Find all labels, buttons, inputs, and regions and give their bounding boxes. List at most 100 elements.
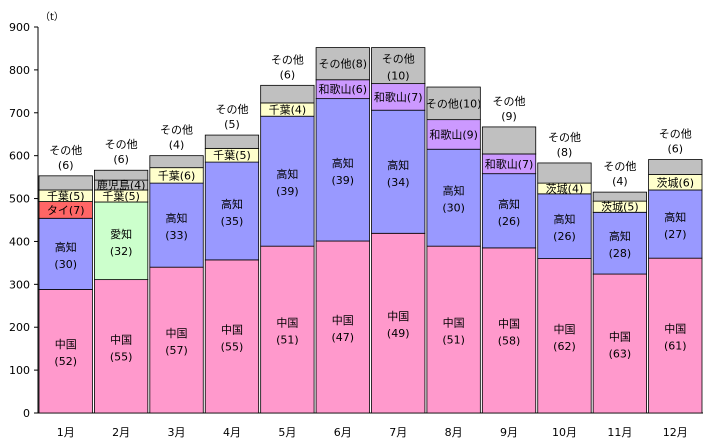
bars bbox=[38, 47, 703, 414]
top-segment-name-label: その他 bbox=[659, 128, 692, 141]
x-category-label: 10月 bbox=[552, 426, 577, 439]
segment-share-label: (55) bbox=[221, 340, 244, 353]
segment-name-label: 中国 bbox=[110, 333, 132, 346]
bar-segment bbox=[38, 217, 93, 290]
segment-label: タイ(7) bbox=[47, 204, 85, 217]
segment-name-label: 高知 bbox=[387, 158, 409, 172]
segment-share-label: (57) bbox=[165, 344, 188, 357]
y-tick-label: 400 bbox=[9, 235, 30, 248]
bar-segment bbox=[648, 159, 703, 175]
bar-segment bbox=[149, 266, 204, 414]
bar-segment bbox=[371, 232, 426, 414]
segment-name-label: 高知 bbox=[498, 197, 520, 211]
segment-label: 千葉(6) bbox=[158, 168, 196, 182]
segment-share-label: (27) bbox=[664, 228, 687, 241]
x-category-label: 7月 bbox=[389, 426, 407, 439]
segment-name-label: 高知 bbox=[221, 197, 243, 211]
segment-share-label: (55) bbox=[110, 350, 133, 363]
top-segment-name-label: その他 bbox=[105, 138, 138, 151]
y-tick-label: 600 bbox=[9, 150, 30, 163]
segment-label: その他(8) bbox=[318, 58, 367, 71]
segment-label: 和歌山(7) bbox=[374, 90, 423, 104]
segment-share-label: (49) bbox=[387, 327, 410, 340]
top-segment-share-label: (6) bbox=[280, 68, 296, 81]
segment-name-label: 中国 bbox=[221, 323, 243, 336]
segment-name-label: 中国 bbox=[55, 338, 77, 351]
labels: 中国(52)高知(30)タイ(7)千葉(5)その他(6)1月中国(55)愛知(3… bbox=[47, 53, 694, 439]
segment-share-label: (61) bbox=[664, 340, 687, 353]
segment-share-label: (62) bbox=[553, 340, 576, 353]
bar-segment bbox=[592, 191, 647, 202]
top-segment-name-label: その他 bbox=[271, 53, 304, 66]
segment-label: その他(10) bbox=[426, 97, 482, 110]
segment-share-label: (39) bbox=[276, 185, 299, 198]
bar-segment bbox=[149, 155, 204, 169]
x-category-label: 6月 bbox=[334, 426, 352, 439]
segment-name-label: 中国 bbox=[553, 323, 575, 336]
bar-segment bbox=[315, 98, 370, 242]
bar-segment bbox=[204, 134, 260, 149]
segment-label: 和歌山(9) bbox=[429, 127, 478, 141]
segment-share-label: (63) bbox=[609, 348, 632, 361]
segment-label: 千葉(5) bbox=[102, 189, 140, 203]
segment-name-label: 中国 bbox=[609, 331, 631, 344]
segment-name-label: その他 bbox=[382, 53, 415, 66]
bar-segment bbox=[426, 148, 481, 247]
segment-share-label: (10) bbox=[387, 70, 410, 83]
bar-segment bbox=[426, 245, 481, 414]
top-segment-share-label: (9) bbox=[501, 110, 517, 123]
bar-segment bbox=[94, 169, 149, 181]
segment-name-label: 愛知 bbox=[110, 227, 132, 241]
segment-label: 千葉(4) bbox=[269, 103, 307, 117]
y-tick-label: 900 bbox=[9, 21, 30, 34]
segment-name-label: 高知 bbox=[276, 167, 298, 181]
bar-segment bbox=[537, 162, 592, 184]
segment-name-label: 高知 bbox=[609, 229, 631, 243]
bar-segment bbox=[537, 258, 592, 414]
bar-segment bbox=[648, 257, 703, 414]
bar-segment bbox=[371, 47, 426, 85]
x-category-label: 2月 bbox=[112, 426, 130, 439]
top-segment-share-label: (4) bbox=[169, 139, 185, 152]
bar-segment bbox=[149, 182, 204, 268]
bar-segment bbox=[38, 289, 93, 414]
top-segment-name-label: その他 bbox=[160, 124, 193, 137]
segment-name-label: 中国 bbox=[276, 317, 298, 330]
segment-share-label: (58) bbox=[498, 334, 521, 347]
segment-label: 茨城(6) bbox=[656, 175, 694, 189]
x-category-label: 4月 bbox=[223, 426, 241, 439]
segment-share-label: (28) bbox=[609, 247, 632, 260]
unit-label: （t） bbox=[40, 11, 64, 23]
x-category-label: 3月 bbox=[168, 426, 186, 439]
segment-share-label: (32) bbox=[110, 245, 133, 258]
segment-share-label: (35) bbox=[221, 215, 244, 228]
segment-share-label: (39) bbox=[331, 174, 354, 187]
bar-segment bbox=[371, 83, 426, 111]
bar-segment bbox=[592, 211, 647, 275]
x-category-label: 12月 bbox=[663, 426, 688, 439]
bar-segment bbox=[94, 279, 149, 414]
bar-segment bbox=[38, 175, 93, 191]
segment-name-label: 高知 bbox=[553, 212, 575, 226]
segment-label: 茨城(5) bbox=[601, 200, 639, 214]
y-tick-label: 300 bbox=[9, 278, 30, 291]
axes: 0 100 200 300 400 500 600 700 800 900 （t） bbox=[9, 11, 703, 420]
top-segment-name-label: その他 bbox=[603, 160, 636, 173]
top-segment-share-label: (4) bbox=[612, 175, 628, 188]
segment-name-label: 中国 bbox=[387, 310, 409, 323]
segment-name-label: 中国 bbox=[443, 317, 465, 330]
top-segment-share-label: (6) bbox=[667, 143, 683, 156]
x-category-label: 5月 bbox=[278, 426, 296, 439]
bar-segment bbox=[260, 84, 315, 104]
y-tick-label: 700 bbox=[9, 107, 30, 120]
segment-name-label: 中国 bbox=[664, 323, 686, 336]
top-segment-share-label: (6) bbox=[113, 153, 129, 166]
top-segment-name-label: その他 bbox=[548, 131, 581, 144]
segment-name-label: 高知 bbox=[166, 211, 188, 225]
segment-label: 千葉(5) bbox=[47, 189, 85, 203]
segment-label: 茨城(4) bbox=[546, 181, 584, 195]
segment-name-label: 中国 bbox=[166, 327, 188, 340]
bar-segment bbox=[481, 247, 537, 414]
top-segment-share-label: (8) bbox=[557, 146, 573, 159]
